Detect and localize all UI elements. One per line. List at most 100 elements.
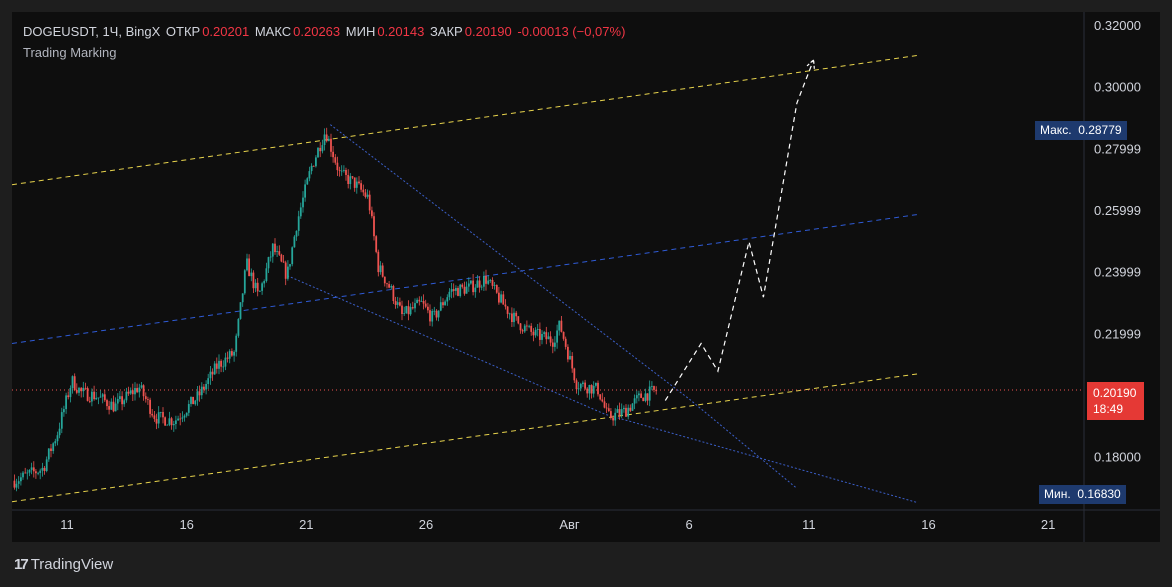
candle-body-280 [616,409,619,413]
candle-body-155 [347,175,350,184]
candle-body-186 [414,303,416,309]
candle-body-130 [293,236,296,248]
max-tag-label: Макс. [1040,123,1072,137]
countdown-value: 18:49 [1093,402,1124,416]
low-value: 0.20143 [377,24,425,39]
candle-body-173 [386,283,388,285]
candle-body-214 [474,287,477,293]
candle-body-240 [530,325,533,332]
candle-body-177 [394,301,397,305]
candle-body-117 [265,268,268,281]
candle-body-252 [556,330,558,343]
candle-body-10 [35,471,37,474]
high-value: 0.20263 [293,24,341,39]
candle-body-236 [521,330,524,332]
candle-body-150 [336,162,339,171]
close-label: ЗАКР [429,24,463,39]
candle-body-93 [213,363,216,375]
y-tick-label-6: 0.18000 [1094,450,1141,465]
price-axis-area [1084,12,1160,510]
candle-body-154 [345,170,347,175]
candle-body-22 [60,412,63,429]
candle-body-118 [267,257,270,269]
candle-body-45 [110,401,113,410]
candle-body-172 [383,276,386,284]
candle-body-54 [129,390,132,394]
candle-body-99 [226,357,229,359]
candle-body-114 [259,290,261,292]
candle-body-133 [299,207,302,217]
candle-body-140 [315,157,317,167]
candle-body-292 [642,397,645,402]
candle-body-257 [567,346,569,360]
candle-body-82 [190,396,192,404]
candle-body-146 [327,138,330,142]
candle-body-67 [157,412,160,424]
candle-body-287 [631,403,634,411]
symbol-legend[interactable]: DOGEUSDT, 1Ч, BingX ОТКР 0.20201 МАКС 0.20… [23,24,627,39]
candle-body-199 [442,302,444,306]
candle-body-58 [138,387,141,393]
candle-body-219 [485,276,487,284]
close-value: 0.20190 [464,24,512,39]
candle-body-268 [590,385,593,394]
candle-body-290 [638,393,640,396]
candle-body-94 [215,363,218,369]
candle-body-13 [41,467,44,471]
candle-body-249 [549,336,552,343]
candle-body-124 [280,254,283,262]
candle-body-231 [511,313,513,322]
candle-body-0 [13,480,16,488]
brand-name: TradingView [30,556,114,573]
plot-area [12,12,1084,510]
candle-body-62 [147,399,149,400]
indicator-label[interactable]: Trading Marking [23,45,117,60]
candle-body-30 [78,387,80,393]
tradingview-brand[interactable]: 17 TradingView [14,556,113,573]
candle-body-281 [618,409,621,416]
candle-body-244 [539,329,541,340]
y-tick-label-0: 0.32000 [1094,18,1141,33]
candle-body-247 [545,332,548,340]
candle-body-136 [306,178,309,185]
candle-body-4 [22,472,24,478]
last-price-value: 0.20190 [1093,386,1137,400]
candle-body-96 [220,360,222,367]
candle-body-170 [379,265,382,273]
candle-body-160 [358,181,360,184]
candle-body-116 [263,281,266,284]
candle-body-104 [237,318,240,336]
candle-body-270 [595,382,597,386]
candle-body-35 [88,401,91,402]
candle-body-40 [99,396,102,398]
x-tick-label-5: 6 [686,517,693,532]
candle-body-8 [30,467,33,470]
candle-body-80 [185,412,188,416]
candle-body-34 [86,388,89,401]
y-tick-label-5: 0.21999 [1094,326,1141,341]
candle-body-145 [325,134,328,142]
candle-body-289 [635,395,638,399]
candle-body-171 [381,265,384,277]
candle-body-283 [623,407,625,410]
candle-body-163 [364,192,367,197]
candle-body-213 [472,280,474,293]
candle-body-272 [599,394,602,400]
candle-body-164 [366,194,369,197]
candle-body-222 [491,280,494,286]
x-tick-label-6: 11 [802,517,816,532]
candle-body-225 [498,292,500,303]
candle-body-97 [222,366,225,368]
candle-body-42 [103,394,106,401]
symbol-name[interactable]: DOGEUSDT, 1Ч, BingX [23,24,161,39]
candle-body-73 [170,418,173,426]
candle-body-110 [250,272,253,277]
x-tick-label-2: 21 [299,517,313,532]
candle-body-53 [127,391,130,394]
candle-body-176 [392,286,395,301]
candle-body-71 [166,424,169,426]
candle-body-17 [50,448,52,451]
candle-body-189 [420,301,423,302]
candle-body-248 [547,336,550,340]
